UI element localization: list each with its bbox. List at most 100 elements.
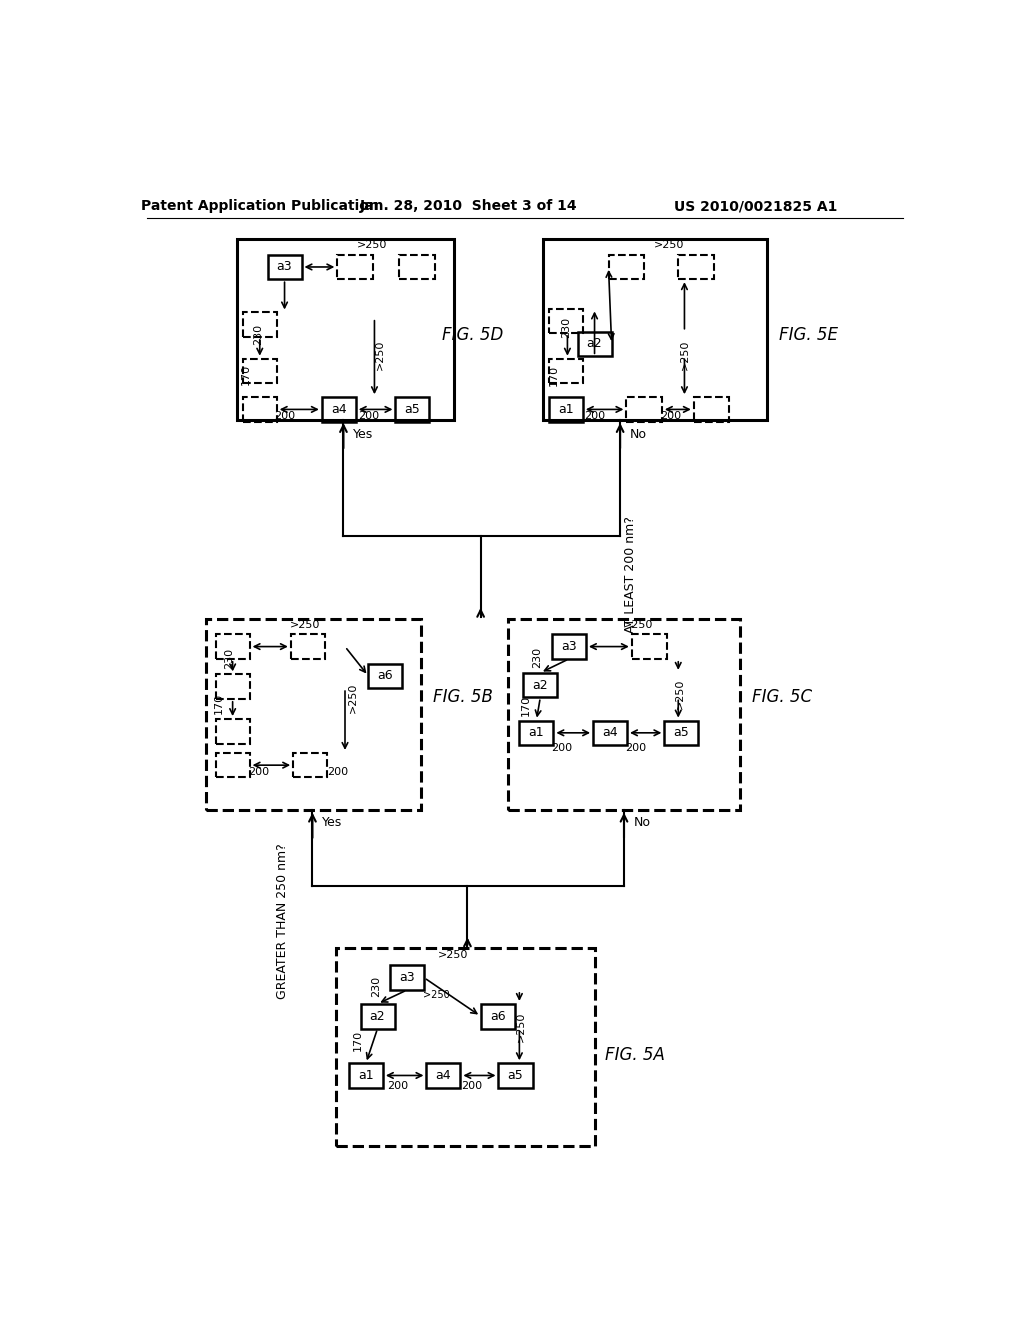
Text: FIG. 5D: FIG. 5D	[442, 326, 503, 345]
Bar	[216, 635, 250, 659]
Text: a4: a4	[602, 726, 617, 739]
Bar	[243, 359, 276, 383]
Bar	[237, 239, 454, 420]
Bar	[293, 752, 328, 777]
Bar	[426, 1063, 461, 1088]
Bar	[336, 948, 595, 1146]
Text: a1: a1	[358, 1069, 374, 1082]
Text: 230: 230	[253, 323, 263, 345]
Text: >250: >250	[290, 620, 319, 630]
Text: a2: a2	[370, 1010, 385, 1023]
Bar	[519, 721, 554, 744]
Bar	[206, 619, 421, 810]
Text: >250: >250	[348, 682, 357, 713]
Bar	[578, 331, 611, 356]
Bar	[693, 397, 729, 422]
Text: US 2010/0021825 A1: US 2010/0021825 A1	[674, 199, 838, 213]
Text: 230: 230	[371, 975, 381, 997]
Bar	[291, 635, 325, 659]
Text: 170: 170	[214, 693, 223, 714]
Text: 200: 200	[659, 412, 681, 421]
Text: 170: 170	[549, 364, 559, 387]
Text: >250: >250	[357, 240, 387, 249]
Text: No: No	[630, 428, 646, 441]
Text: >250: >250	[653, 240, 684, 249]
Text: >250: >250	[675, 678, 685, 709]
Text: Yes: Yes	[352, 428, 373, 441]
Text: a3: a3	[276, 260, 293, 273]
Bar	[552, 635, 586, 659]
Text: 200: 200	[357, 412, 379, 421]
Text: >250: >250	[623, 620, 653, 630]
Text: >250: >250	[375, 339, 385, 370]
Bar	[369, 664, 402, 688]
Bar	[523, 673, 557, 697]
Text: 230: 230	[561, 317, 570, 338]
Bar	[395, 397, 429, 422]
Text: a3: a3	[561, 640, 577, 653]
Bar	[549, 397, 583, 422]
Text: 170: 170	[241, 363, 251, 384]
Bar	[678, 255, 714, 280]
Text: Yes: Yes	[322, 816, 342, 829]
Bar	[632, 635, 668, 659]
Bar	[399, 255, 435, 280]
Text: FIG. 5E: FIG. 5E	[779, 326, 838, 345]
Bar	[543, 239, 767, 420]
Text: FIG. 5A: FIG. 5A	[604, 1047, 665, 1064]
Text: Patent Application Publication: Patent Application Publication	[141, 199, 379, 213]
Text: a5: a5	[674, 726, 689, 739]
Text: 230: 230	[224, 648, 233, 669]
Text: AT LEAST 200 nm?: AT LEAST 200 nm?	[624, 516, 637, 632]
Text: a5: a5	[404, 403, 420, 416]
Text: >250: >250	[516, 1011, 526, 1043]
Text: a4: a4	[331, 403, 346, 416]
Bar	[480, 1003, 515, 1028]
Text: >250: >250	[438, 950, 469, 961]
Bar	[243, 397, 276, 422]
Text: a6: a6	[378, 669, 393, 682]
Bar	[322, 397, 356, 422]
Text: a2: a2	[587, 338, 602, 351]
Bar	[508, 619, 740, 810]
Text: 200: 200	[274, 412, 295, 421]
Bar	[608, 255, 644, 280]
Text: 200: 200	[387, 1081, 409, 1092]
Bar	[216, 719, 250, 743]
Text: 230: 230	[532, 647, 542, 668]
Text: 200: 200	[248, 767, 268, 777]
Text: >250: >250	[423, 990, 450, 999]
Text: a2: a2	[532, 678, 548, 692]
Text: a6: a6	[489, 1010, 506, 1023]
Bar	[216, 675, 250, 700]
Text: No: No	[633, 816, 650, 829]
Text: 170: 170	[353, 1030, 364, 1051]
Bar	[349, 1063, 383, 1088]
Bar	[216, 752, 250, 777]
Text: Jan. 28, 2010  Sheet 3 of 14: Jan. 28, 2010 Sheet 3 of 14	[360, 199, 578, 213]
Bar	[549, 359, 583, 383]
Bar	[549, 309, 583, 333]
Bar	[499, 1063, 532, 1088]
Text: 200: 200	[625, 743, 646, 754]
Bar	[665, 721, 698, 744]
Bar	[390, 965, 424, 990]
Text: 200: 200	[552, 743, 572, 754]
Bar	[337, 255, 373, 280]
Text: a3: a3	[399, 972, 415, 985]
Text: GREATER THAN 250 nm?: GREATER THAN 250 nm?	[276, 843, 290, 998]
Text: 200: 200	[584, 412, 605, 421]
Text: a1: a1	[528, 726, 544, 739]
Bar	[360, 1003, 394, 1028]
Text: a1: a1	[558, 403, 573, 416]
Bar	[243, 313, 276, 337]
Text: >250: >250	[680, 339, 689, 370]
Text: 200: 200	[327, 767, 348, 777]
Text: FIG. 5B: FIG. 5B	[432, 689, 493, 706]
Bar	[267, 255, 302, 280]
Bar	[627, 397, 662, 422]
Text: 170: 170	[520, 694, 530, 715]
Text: a4: a4	[435, 1069, 452, 1082]
Text: a5: a5	[508, 1069, 523, 1082]
Text: 200: 200	[461, 1081, 482, 1092]
